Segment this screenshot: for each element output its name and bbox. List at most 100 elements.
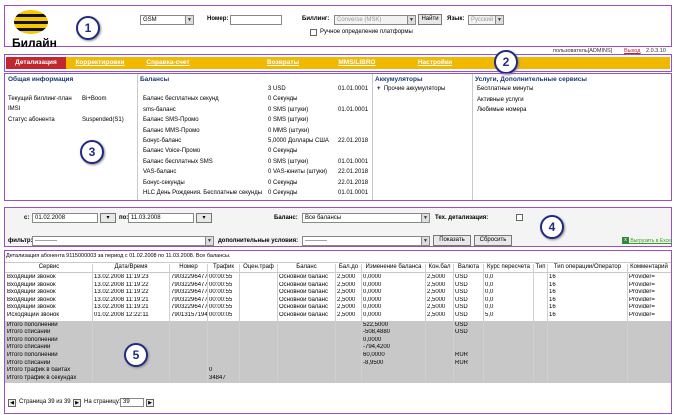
table-cell: 2,5000 bbox=[427, 296, 446, 303]
excel-export-label: Выгрузить в Excel bbox=[630, 237, 673, 244]
billing-select-value: Converse (MSK) bbox=[337, 17, 382, 23]
table-cell: USD bbox=[455, 274, 468, 280]
chevron-down-icon: ▼ bbox=[421, 214, 429, 222]
go-page-icon[interactable]: ▶ bbox=[146, 399, 154, 407]
page-number-input[interactable]: 39 bbox=[120, 398, 144, 407]
logout-link[interactable]: Выход bbox=[624, 48, 641, 54]
general-row-value: Suspended(S1) bbox=[82, 117, 124, 123]
extra-conditions-select-value: ----------- bbox=[305, 238, 327, 244]
table-cell: 00:00:55 bbox=[209, 274, 233, 280]
chevron-down-icon: ▼ bbox=[407, 16, 415, 24]
table-cell: 00:00:55 bbox=[209, 296, 233, 303]
balance-select[interactable]: Все балансы ▼ bbox=[302, 213, 430, 223]
badge-1: 1 bbox=[76, 16, 100, 40]
version-text: 2.0.3.10 bbox=[646, 48, 666, 54]
table-cell: 0,0 bbox=[485, 289, 494, 296]
total-value: 60,0000 bbox=[363, 352, 385, 358]
tab-mms-libro[interactable]: MMS/LIBRO bbox=[338, 59, 376, 66]
to-label: по: bbox=[119, 215, 129, 221]
total-label: Итого трафик в секундах bbox=[7, 374, 77, 381]
table-cell: Входящий звонок bbox=[7, 281, 56, 288]
reset-button[interactable]: Сбросить bbox=[474, 235, 512, 246]
table-cell: Provider= bbox=[629, 281, 655, 288]
filter-select-value: ----------- bbox=[35, 238, 57, 244]
total-currency: RUR bbox=[455, 359, 468, 366]
extra-conditions-select[interactable]: ----------- ▼ bbox=[302, 236, 430, 246]
accumulator-item[interactable]: + Прочие аккумуляторы bbox=[377, 86, 445, 92]
chevron-down-icon: ▼ bbox=[205, 237, 213, 245]
user-text: пользователь[ADMINS] bbox=[553, 48, 613, 54]
service-item[interactable]: Бесплатные минуты bbox=[477, 86, 534, 92]
column-header: Курс пересчета bbox=[487, 264, 530, 270]
divider bbox=[372, 74, 373, 200]
table-cell: 2,5000 bbox=[427, 289, 446, 296]
tab-corrections[interactable]: Корректировки bbox=[75, 59, 125, 66]
from-date-input[interactable]: 01.02.2008 bbox=[32, 213, 98, 223]
table-cell: 0,0 bbox=[485, 296, 494, 303]
balance-date: 22.01.2018 bbox=[338, 179, 369, 186]
column-divider bbox=[425, 264, 426, 383]
language-select[interactable]: Русский ▼ bbox=[468, 15, 504, 25]
table-cell: 0,0000 bbox=[363, 289, 382, 296]
column-header: Оцен.траф bbox=[243, 264, 274, 270]
detail-frame bbox=[4, 250, 672, 414]
table-cell: 16 bbox=[549, 281, 556, 288]
tab-detalization[interactable]: Детализация bbox=[6, 57, 66, 69]
table-cell: 16 bbox=[549, 304, 556, 311]
balance-value: 0 Секунды bbox=[268, 96, 298, 103]
total-traffic: 0 bbox=[209, 367, 213, 374]
prev-page-icon[interactable]: ◀ bbox=[8, 399, 16, 407]
manual-platform-checkbox[interactable] bbox=[310, 29, 317, 36]
from-label: с: bbox=[24, 215, 30, 221]
table-cell: 0,0 bbox=[485, 304, 494, 311]
show-button[interactable]: Показать bbox=[433, 235, 471, 246]
next-page-icon[interactable]: ▶ bbox=[73, 399, 81, 407]
tech-detail-checkbox[interactable] bbox=[516, 214, 523, 221]
to-calendar-button[interactable]: ▾ bbox=[196, 213, 212, 223]
balance-name: Баланс SMS-Промо bbox=[143, 117, 199, 124]
table-cell: Входящий звонок bbox=[7, 274, 56, 280]
billing-label: Биллинг: bbox=[302, 16, 330, 22]
billing-select[interactable]: Converse (MSK) ▼ bbox=[334, 15, 416, 25]
chevron-down-icon: ▼ bbox=[495, 16, 503, 24]
table-cell: USD bbox=[455, 304, 468, 311]
total-value: 0,0000 bbox=[363, 336, 382, 343]
total-value: -794,4200 bbox=[363, 344, 391, 351]
to-date-input[interactable]: 11.03.2008 bbox=[128, 213, 194, 223]
balance-date: 22.01.2018 bbox=[338, 169, 369, 176]
balance-name: sms-баланс bbox=[143, 106, 176, 113]
column-header: Бал.до bbox=[338, 264, 359, 270]
table-cell: 16 bbox=[549, 289, 556, 296]
badge-4: 4 bbox=[540, 215, 564, 239]
table-cell: 13.02.2008 11:19:23 bbox=[94, 274, 149, 280]
table-cell: Исходящий звонок bbox=[7, 312, 59, 318]
service-item[interactable]: Любимые номера bbox=[477, 107, 527, 113]
number-input[interactable] bbox=[230, 15, 282, 25]
tab-invoice[interactable]: Справка-счет bbox=[146, 59, 190, 66]
tab-refunds[interactable]: Возвраты bbox=[266, 59, 300, 66]
table-cell: 79032296477 bbox=[171, 289, 208, 296]
balance-label: Баланс: bbox=[274, 215, 298, 221]
filter-select[interactable]: ----------- ▼ bbox=[32, 236, 214, 246]
excel-export-link[interactable]: x Выгрузить в Excel bbox=[622, 237, 672, 244]
balance-value: 5,0000 Доллары США bbox=[268, 138, 329, 144]
tab-bar: Детализация Корректировки Справка-счет В… bbox=[6, 57, 670, 69]
table-cell: 13.02.2008 11:19:21 bbox=[94, 296, 149, 303]
find-button[interactable]: Найти bbox=[418, 14, 442, 25]
table-cell: 01.02.2008 12:22:11 bbox=[94, 312, 149, 318]
balance-name: Баланс бесплатных секунд bbox=[143, 96, 219, 103]
region-select[interactable]: GSM ▼ bbox=[140, 15, 194, 25]
table-cell: Provider= bbox=[629, 296, 655, 303]
from-calendar-button[interactable]: ▾ bbox=[100, 213, 116, 223]
tab-settings[interactable]: Настройки bbox=[417, 59, 453, 66]
table-cell: 79032296477 bbox=[171, 281, 208, 288]
service-item[interactable]: Активные услуги bbox=[477, 97, 524, 103]
general-row-value: Bi+Boom bbox=[82, 96, 107, 102]
table-cell: 16 bbox=[549, 274, 556, 280]
balances-heading: Балансы bbox=[140, 76, 170, 83]
balance-value: 0 VAS-юниты (штуки) bbox=[268, 169, 328, 176]
table-cell: 13.02.2008 11:19:21 bbox=[94, 304, 149, 311]
table-cell: 79032296477 bbox=[171, 274, 208, 280]
table-cell: USD bbox=[455, 281, 468, 288]
badge-5: 5 bbox=[124, 343, 148, 367]
